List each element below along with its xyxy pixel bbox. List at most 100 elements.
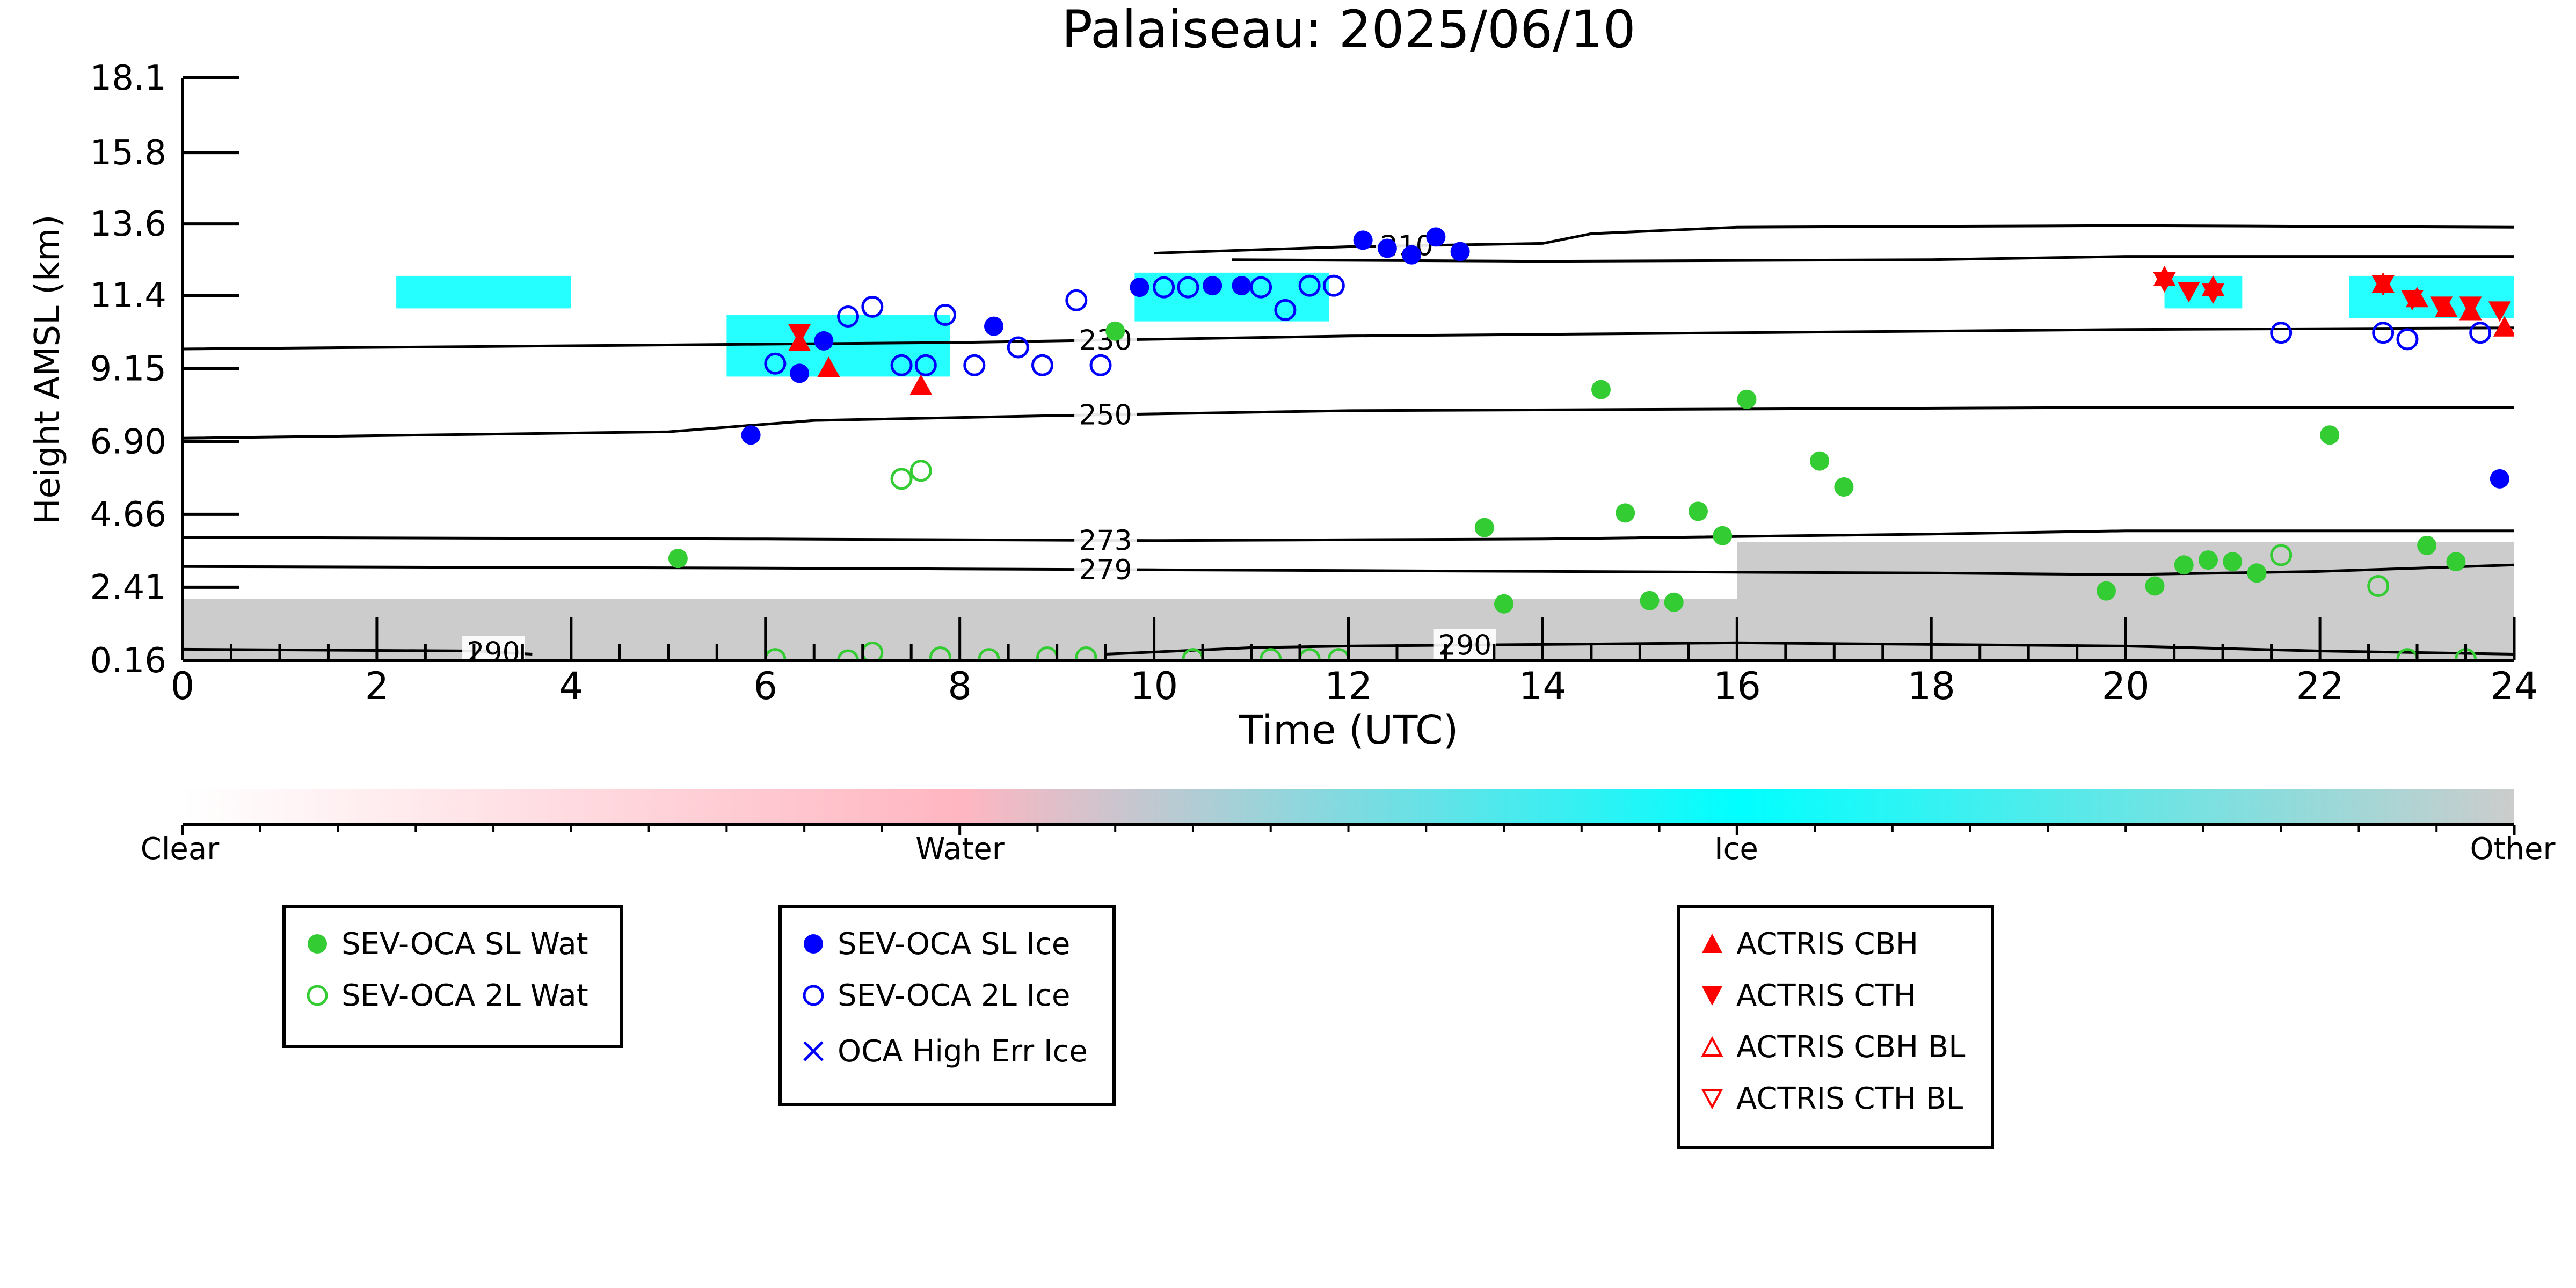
x-tick-label: 12 <box>1325 664 1372 708</box>
chart-title: Palaiseau: 2025/06/10 <box>1061 0 1636 60</box>
actris-cth-point <box>2177 282 2200 303</box>
legend-label: SEV-OCA 2L Wat <box>341 978 588 1013</box>
contour-label: 279 <box>1079 554 1132 586</box>
colorbar <box>183 789 2514 825</box>
legend-label: SEV-OCA SL Wat <box>341 926 588 962</box>
open-circle-icon <box>307 985 328 1006</box>
sev-oca-2l-ice-point <box>1007 336 1029 359</box>
sev-oca-sl-wat-point <box>1834 477 1854 497</box>
cloudnet-ice-region <box>2164 275 2243 309</box>
triangle-down-outline-icon <box>1701 1089 1723 1110</box>
y-axis-label: Height AMSL (km) <box>28 215 68 525</box>
sev-oca-2l-ice-point <box>861 295 884 318</box>
actris-cbh-point <box>909 374 933 395</box>
sev-oca-2l-ice-point <box>963 354 986 376</box>
legend-item-oca-high-err-ice: OCA High Err Ice <box>801 1034 1088 1069</box>
sev-oca-sl-wat-point <box>1494 594 1514 614</box>
colorbar-label-water: Water <box>915 832 1005 867</box>
y-tick-label: 9.15 <box>90 349 167 389</box>
temperature-contour-line <box>183 563 2514 576</box>
sev-oca-sl-wat-point <box>2417 535 2437 555</box>
sev-oca-sl-ice-point <box>1377 238 1397 258</box>
sev-oca-sl-wat-point <box>1105 321 1125 341</box>
actris-cbh-point <box>2493 316 2514 337</box>
actris-cth-point <box>788 324 811 345</box>
sev-oca-2l-wat-point <box>890 468 913 490</box>
sev-oca-2l-ice-point <box>1031 354 1053 376</box>
sev-oca-sl-wat-point <box>1474 518 1494 537</box>
sev-oca-sl-ice-point <box>1353 230 1373 250</box>
sev-oca-sl-ice-point <box>1450 242 1470 261</box>
legend-item-sev-oca-sl-wat: SEV-OCA SL Wat <box>305 926 588 962</box>
contour-label-bg <box>1074 524 1137 557</box>
y-tick-label: 6.90 <box>90 422 167 462</box>
actris-cth-point <box>2371 275 2395 296</box>
legend-item-actris-cbh: ACTRIS CBH <box>1700 926 1919 962</box>
legend-label: ACTRIS CBH <box>1736 926 1919 962</box>
sev-oca-2l-ice-point <box>1322 274 1345 297</box>
temperature-contour-line <box>1154 224 2514 255</box>
x-tick-label: 2 <box>365 664 389 708</box>
x-tick-label: 0 <box>171 664 195 708</box>
sev-oca-sl-wat-point <box>2198 550 2218 570</box>
legend-label: SEV-OCA SL Ice <box>838 926 1071 962</box>
temperature-contour-line <box>1232 255 2514 263</box>
legend-item-sev-oca-2l-wat: SEV-OCA 2L Wat <box>305 978 588 1013</box>
x-tick-label: 18 <box>1908 664 1955 708</box>
x-tick-label: 6 <box>753 664 777 708</box>
triangle-up-icon <box>1702 934 1722 953</box>
x-marker-icon <box>803 1041 824 1061</box>
actris-cth-point <box>2153 272 2176 293</box>
legend-item-actris-cbh-bl: ACTRIS CBH BL <box>1700 1029 1966 1065</box>
x-tick-label: 14 <box>1519 664 1567 708</box>
x-tick-label: 8 <box>948 664 972 708</box>
colorbar-ticks <box>181 825 2516 835</box>
sev-oca-2l-wat-point <box>929 646 951 660</box>
contour-label-bg <box>1074 324 1137 356</box>
sev-oca-2l-ice-point <box>914 354 937 376</box>
legend-item-sev-oca-2l-ice: SEV-OCA 2L Ice <box>801 978 1071 1013</box>
sev-oca-2l-ice-point <box>2270 322 2293 344</box>
contour-label: 290 <box>1438 630 1491 662</box>
sev-oca-sl-ice-point <box>790 363 810 383</box>
actris-cth-point <box>2459 296 2482 317</box>
actris-cth-point <box>2430 296 2453 317</box>
sev-oca-sl-wat-point <box>1688 501 1708 521</box>
sev-oca-2l-ice-point <box>1177 276 1199 299</box>
sev-oca-2l-ice-point <box>764 352 787 375</box>
sev-oca-sl-wat-point <box>2223 552 2243 572</box>
actris-cth-point <box>2400 290 2424 311</box>
sev-oca-2l-ice-point <box>1274 299 1297 321</box>
legend-label: OCA High Err Ice <box>838 1034 1088 1069</box>
sev-oca-sl-wat-point <box>668 549 688 569</box>
sev-oca-sl-wat-point <box>2096 581 2116 601</box>
x-tick-label: 16 <box>1713 664 1761 708</box>
sev-oca-sl-ice-point <box>984 316 1004 336</box>
x-axis-label: Time (UTC) <box>1238 707 1458 753</box>
filled-circle-icon <box>804 934 823 954</box>
colorbar-label-other: Other <box>2470 832 2556 867</box>
contour-label-bg <box>1074 553 1137 586</box>
x-tick-label: 22 <box>2296 664 2344 708</box>
triangle-down-icon <box>1702 986 1722 1006</box>
sev-oca-sl-ice-point <box>1402 245 1422 265</box>
contour-label-bg <box>1074 398 1137 431</box>
sev-oca-sl-wat-point <box>2174 555 2194 575</box>
actris-cbh-point <box>817 356 840 377</box>
sev-oca-2l-ice-point <box>890 354 913 376</box>
sev-oca-sl-ice-point <box>2490 469 2509 489</box>
sev-oca-2l-ice-point <box>1298 274 1321 297</box>
y-tick-label: 2.41 <box>90 568 167 608</box>
sev-oca-sl-ice-point <box>741 425 761 445</box>
sev-oca-sl-ice-point <box>1426 227 1446 247</box>
sev-oca-2l-ice-point <box>1250 276 1272 299</box>
legend-label: ACTRIS CBH BL <box>1736 1029 1966 1065</box>
contour-label: 250 <box>1079 399 1132 431</box>
cloudnet-other-region <box>1737 542 2514 599</box>
sev-oca-2l-ice-point <box>1065 289 1088 311</box>
sev-oca-2l-wat-point <box>837 649 860 660</box>
x-tick-label: 4 <box>559 664 584 708</box>
legend-label: SEV-OCA 2L Ice <box>838 978 1071 1013</box>
